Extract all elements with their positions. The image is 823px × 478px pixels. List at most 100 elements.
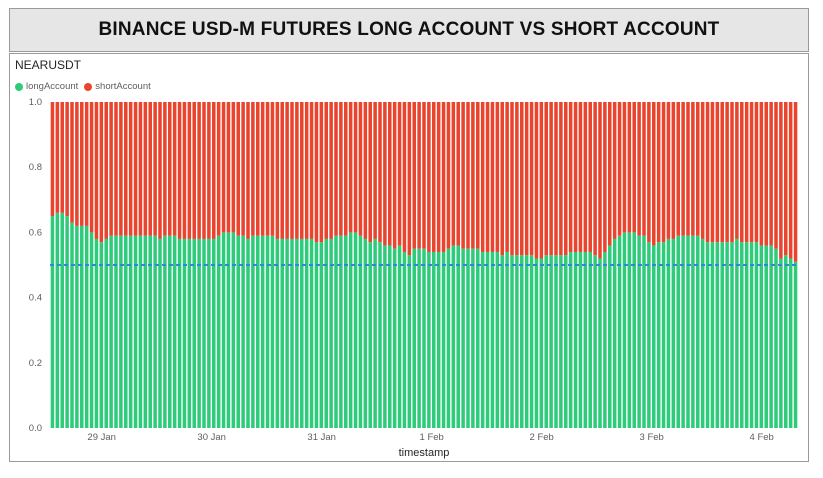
bar-short [300, 102, 304, 239]
bar-long [138, 235, 143, 428]
bar-short [573, 102, 578, 252]
y-axis: 0.0 0.2 0.4 0.6 0.8 1.0 [29, 97, 42, 434]
bar-long [466, 248, 470, 428]
bar-short [182, 102, 187, 239]
bar-long [207, 238, 211, 428]
bar-long [339, 235, 343, 428]
bar-long [647, 242, 651, 428]
bar-long [402, 251, 407, 428]
bar-long [104, 238, 108, 428]
bar-short [236, 102, 240, 236]
bar-short [334, 102, 338, 236]
bar-short [661, 102, 666, 243]
page-title: BINANCE USD-M FUTURES LONG ACCOUNT VS SH… [98, 19, 720, 40]
bar-long [300, 238, 304, 428]
legend-item-long[interactable]: longAccount [15, 81, 78, 92]
bar-long [622, 232, 627, 428]
bar-long [710, 242, 715, 428]
bar-short [696, 102, 700, 236]
bar-long [671, 238, 676, 428]
bar-long [700, 238, 705, 428]
bar-short [456, 102, 460, 246]
bar-short [363, 102, 368, 239]
bar-short [725, 102, 729, 243]
bar-long [632, 232, 636, 428]
bar-short [710, 102, 715, 243]
y-tick-label: 0.4 [29, 293, 42, 304]
bar-long [128, 235, 133, 428]
y-tick-label: 1.0 [29, 97, 42, 108]
bar-short [529, 102, 534, 256]
bar-short [158, 102, 162, 239]
bar-long [539, 258, 544, 428]
bar-long [265, 235, 270, 428]
bar-long [500, 255, 504, 428]
bar-short [788, 102, 793, 259]
x-tick-label: 2 Feb [530, 432, 554, 443]
bar-long [456, 245, 460, 428]
bar-short [617, 102, 622, 236]
bar-short [612, 102, 617, 239]
bar-short [422, 102, 426, 249]
bar-long [735, 238, 739, 428]
bar-long [260, 235, 265, 428]
bar-short [353, 102, 358, 233]
bar-short [515, 102, 519, 256]
x-tick-label: 31 Jan [307, 432, 336, 443]
bar-long [612, 238, 617, 428]
bar-short [128, 102, 133, 236]
bar-short [441, 102, 446, 252]
bar-short [402, 102, 407, 252]
legend-item-short[interactable]: shortAccount [84, 81, 151, 92]
bar-short [637, 102, 641, 236]
bar-long [759, 245, 764, 428]
bar-short [383, 102, 387, 246]
bar-long [446, 248, 451, 428]
bar-short [50, 102, 55, 217]
bar-long [50, 216, 55, 428]
bar-short [593, 102, 597, 256]
bar-short [304, 102, 309, 239]
bar-short [676, 102, 680, 236]
bar-short [104, 102, 108, 239]
bar-long [554, 255, 558, 428]
bar-long [427, 251, 431, 428]
bar-long [89, 232, 94, 428]
bar-long [568, 251, 573, 428]
bar-short [388, 102, 392, 246]
bar-short [280, 102, 284, 239]
bar-long [652, 245, 656, 428]
bar-short [241, 102, 245, 236]
bar-long [295, 238, 299, 428]
bar-long [378, 242, 382, 428]
bar-short [764, 102, 768, 246]
bar-short [397, 102, 402, 246]
bar-long [588, 251, 592, 428]
bar-long [681, 235, 685, 428]
bar-short [246, 102, 250, 239]
bar-short [324, 102, 328, 239]
bar-short [368, 102, 372, 243]
bar-short [720, 102, 724, 243]
bar-long [617, 235, 622, 428]
bar-short [260, 102, 265, 236]
bar-long [143, 235, 148, 428]
bar-long [461, 248, 465, 428]
bar-long [397, 245, 402, 428]
bar-short [769, 102, 773, 246]
bar-short [373, 102, 377, 239]
bar-long [187, 238, 192, 428]
bar-short [314, 102, 319, 243]
bar-long [715, 242, 720, 428]
bar-long [754, 242, 759, 428]
bar-short [779, 102, 783, 259]
bar-long [774, 248, 778, 428]
bar-long [70, 222, 74, 428]
bar-short [544, 102, 548, 256]
bar-short [70, 102, 74, 223]
stacked-bar-chart: 0.0 0.2 0.4 0.6 0.8 1.0 29 Jan 30 Jan 31 Jan 1 F… [29, 97, 798, 459]
chart-legend: longAccount shortAccount [15, 81, 157, 92]
bar-long [764, 245, 768, 428]
bar-long [686, 235, 690, 428]
bar-short [554, 102, 558, 256]
